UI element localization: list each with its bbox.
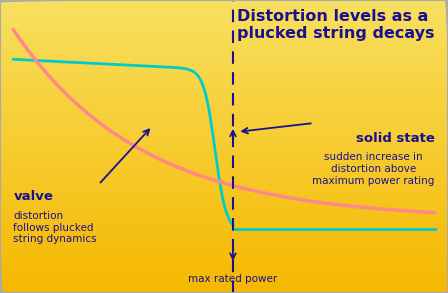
Text: max rated power: max rated power [188, 274, 278, 284]
Text: distortion
follows plucked
string dynamics: distortion follows plucked string dynami… [13, 211, 97, 244]
Text: valve: valve [13, 190, 53, 203]
Text: solid state: solid state [356, 132, 435, 145]
Text: sudden increase in
distortion above
maximum power rating: sudden increase in distortion above maxi… [312, 152, 435, 185]
Text: Distortion levels as a
plucked string decays: Distortion levels as a plucked string de… [237, 9, 435, 41]
